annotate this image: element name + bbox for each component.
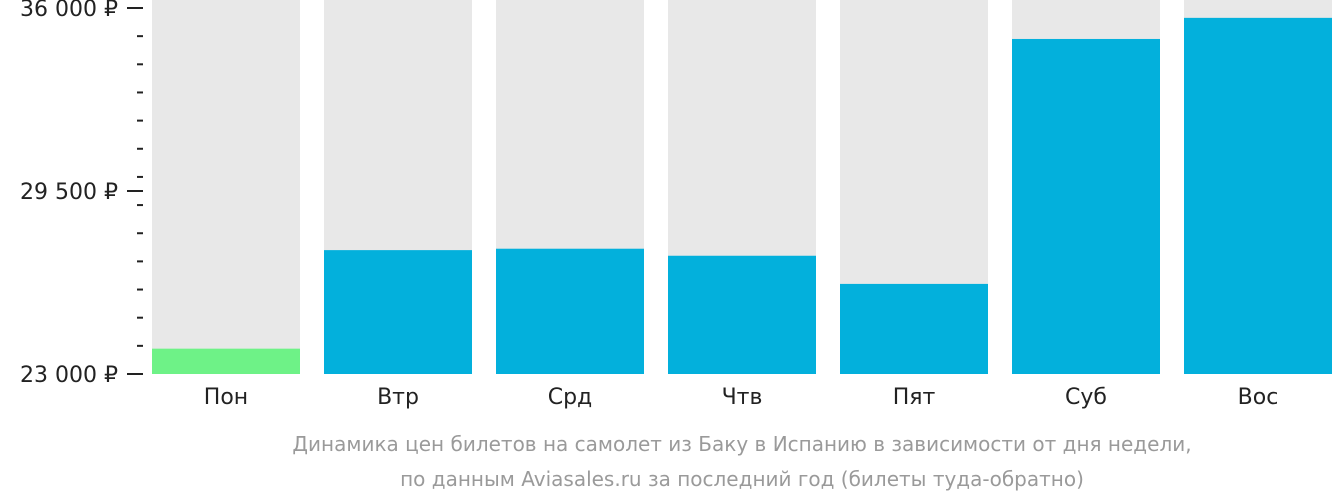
- x-tick-label: Срд: [548, 385, 593, 410]
- bar: [324, 250, 472, 374]
- bar: [668, 255, 816, 374]
- y-tick-label: 36 000 ₽: [20, 0, 118, 22]
- bar: [1012, 38, 1160, 374]
- chart-caption-line-1: Динамика цен билетов на самолет из Баку …: [292, 432, 1192, 456]
- y-tick-label: 29 500 ₽: [20, 180, 118, 205]
- bars-group: [152, 0, 1332, 374]
- bar-background: [152, 0, 300, 374]
- y-tick-label: 23 000 ₽: [20, 363, 118, 388]
- x-tick-label: Пят: [893, 385, 936, 410]
- x-tick-label: Чтв: [722, 385, 763, 410]
- bar: [152, 348, 300, 374]
- bar: [496, 248, 644, 374]
- bar: [1184, 17, 1332, 374]
- bar: [840, 283, 988, 374]
- x-tick-label: Суб: [1065, 385, 1107, 410]
- x-tick-label: Вос: [1238, 385, 1279, 410]
- x-tick-label: Пон: [204, 385, 248, 410]
- x-axis-labels: Пон Втр Срд Чтв Пят Суб Вос: [204, 385, 1279, 410]
- chart-caption-line-2: по данным Aviasales.ru за последний год …: [400, 467, 1084, 491]
- x-tick-label: Втр: [377, 385, 419, 410]
- y-axis: 23 000 ₽ 29 500 ₽ 36 000 ₽: [20, 0, 143, 388]
- price-by-weekday-chart: 23 000 ₽ 29 500 ₽ 36 000 ₽ Пон Втр Срд Чтв Пят…: [20, 0, 1332, 410]
